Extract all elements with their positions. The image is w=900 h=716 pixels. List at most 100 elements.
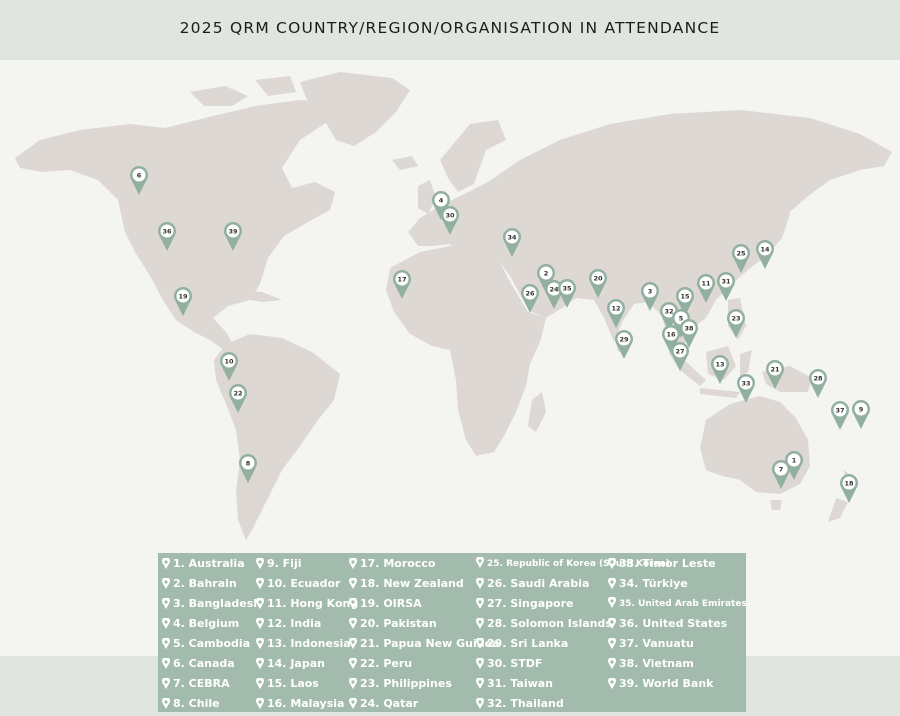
legend-label: 14. Japan: [267, 657, 325, 670]
landmasses: [15, 72, 892, 540]
pin-label: 26: [525, 290, 535, 298]
pin-badge: [682, 321, 696, 335]
legend-label: 31. Taiwan: [487, 677, 554, 690]
pin-label: 38: [684, 325, 694, 333]
location-pin-icon: [256, 676, 264, 692]
map-pin-15: 15: [676, 287, 694, 316]
pin-label: 17: [397, 276, 406, 284]
north-america-land: [15, 100, 335, 350]
legend-item: 15. Laos: [256, 676, 319, 692]
map-pin-19: 19: [174, 287, 192, 316]
location-pin-icon: [256, 696, 264, 712]
map-pin-26: 26: [521, 284, 539, 313]
legend-item: 30. STDF: [476, 656, 543, 672]
map-pin-25: 25: [731, 244, 750, 273]
pin-label: 32: [664, 308, 673, 316]
location-pin-icon: [162, 636, 170, 652]
legend-label: 29. Sri Lanka: [487, 637, 569, 650]
map-pin-38: 38: [680, 319, 699, 348]
legend-item: 13. Indonesia: [256, 636, 351, 652]
pin-badge: [811, 371, 825, 385]
pin-badge: [132, 168, 146, 182]
map-pin-36: 36: [158, 222, 177, 251]
legend-label: 8. Chile: [173, 697, 220, 710]
location-pin-icon: [608, 576, 616, 592]
legend-label: 27. Singapore: [487, 597, 574, 610]
legend-label: 12. India: [267, 617, 322, 630]
location-pin-icon: [476, 576, 484, 592]
location-pin-icon: [349, 676, 357, 692]
pin-label: 9: [859, 406, 864, 414]
legend-item: 6. Canada: [162, 656, 235, 672]
pin-label: 13: [715, 361, 724, 369]
legend-item: 1. Australia: [162, 556, 245, 572]
location-pin-icon: [608, 595, 616, 613]
pin-label: 31: [721, 278, 731, 286]
arctic-islands-land-2: [255, 76, 296, 96]
location-pin-icon: [608, 556, 616, 572]
legend-label: 30. STDF: [487, 657, 543, 670]
map-pin-12: 12: [607, 299, 626, 328]
location-pin-icon: [162, 556, 170, 572]
legend-item: 36. United States: [608, 616, 728, 632]
location-pin-icon: [476, 616, 484, 632]
pin-label: 4: [439, 197, 444, 205]
legend-item: 39. World Bank: [608, 676, 713, 692]
map-pin-1: 1: [785, 451, 804, 480]
legend-item: 35. United Arab Emirates: [608, 595, 747, 613]
pin-label: 24: [549, 286, 559, 294]
pin-label: 1: [792, 457, 797, 465]
pin-label: 10: [224, 358, 234, 366]
pin-label: 19: [178, 293, 188, 301]
tasmania-land: [770, 500, 782, 510]
location-pin-icon: [162, 576, 170, 592]
pin-label: 15: [680, 293, 690, 301]
map-pin-22: 22: [229, 384, 247, 413]
legend-label: 4. Belgium: [173, 617, 240, 630]
legend-item: 34. Türkiye: [608, 576, 688, 592]
legend-label: 19. OIRSA: [360, 597, 422, 610]
legend-item: 5. Cambodia: [162, 636, 251, 652]
location-pin-icon: [256, 556, 264, 572]
legend-item: 21. Papua New Guinea: [349, 636, 499, 652]
pin-label: 36: [162, 228, 172, 236]
legend-item: 9. Fiji: [256, 556, 302, 572]
header-bar: [0, 0, 900, 60]
map-pin-31: 31: [717, 272, 736, 301]
south-america-land: [214, 334, 340, 540]
legend-item: 19. OIRSA: [349, 596, 422, 612]
legend-label: 16. Malaysia: [267, 697, 345, 710]
pin-label: 23: [731, 315, 740, 323]
pin-label: 20: [593, 275, 603, 283]
pin-label: 37: [835, 407, 844, 415]
legend-item: 2. Bahrain: [162, 576, 237, 592]
legend-item: 7. CEBRA: [162, 676, 230, 692]
map-pin-37: 37: [830, 401, 849, 430]
location-pin-icon: [476, 696, 484, 712]
legend-item: 28. Solomon Islands: [476, 616, 612, 632]
madagascar-land: [528, 392, 546, 432]
legend-label: 36. United States: [619, 617, 728, 630]
pin-badge: [226, 224, 240, 238]
map-pin-28: 28: [808, 369, 827, 398]
location-pin-icon: [162, 676, 170, 692]
map-pin-32: 32: [659, 302, 678, 331]
map-pin-7: 7: [772, 460, 790, 489]
legend-label: 5. Cambodia: [173, 637, 251, 650]
pin-label: 11: [701, 280, 711, 288]
pin-badge: [443, 208, 457, 222]
location-pin-icon: [349, 576, 357, 592]
legend-item: 20. Pakistan: [349, 616, 437, 632]
location-pin-icon: [162, 596, 170, 612]
pin-badge: [591, 271, 605, 285]
pin-badge: [713, 357, 727, 371]
map-pin-33: 33: [736, 374, 755, 403]
pin-badge: [664, 327, 678, 341]
location-pin-icon: [162, 696, 170, 712]
map-pin-29: 29: [614, 330, 633, 359]
pin-badge: [787, 453, 801, 467]
scandinavia-land: [440, 120, 506, 192]
pin-badge: [617, 332, 631, 346]
map-pin-4: 4: [431, 191, 450, 220]
pin-badge: [539, 266, 553, 280]
